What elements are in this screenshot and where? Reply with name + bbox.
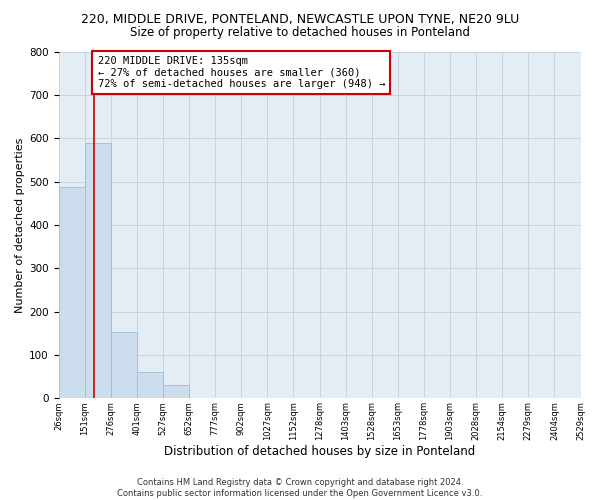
X-axis label: Distribution of detached houses by size in Ponteland: Distribution of detached houses by size … [164, 444, 475, 458]
Bar [137, 372, 163, 398]
Y-axis label: Number of detached properties: Number of detached properties [15, 137, 25, 312]
Bar [111, 332, 137, 398]
Text: Size of property relative to detached houses in Ponteland: Size of property relative to detached ho… [130, 26, 470, 39]
Bar [59, 187, 85, 398]
Bar [163, 386, 189, 398]
Bar [85, 142, 111, 398]
Text: 220, MIDDLE DRIVE, PONTELAND, NEWCASTLE UPON TYNE, NE20 9LU: 220, MIDDLE DRIVE, PONTELAND, NEWCASTLE … [81, 12, 519, 26]
Text: Contains HM Land Registry data © Crown copyright and database right 2024.
Contai: Contains HM Land Registry data © Crown c… [118, 478, 482, 498]
Text: 220 MIDDLE DRIVE: 135sqm
← 27% of detached houses are smaller (360)
72% of semi-: 220 MIDDLE DRIVE: 135sqm ← 27% of detach… [98, 56, 385, 89]
